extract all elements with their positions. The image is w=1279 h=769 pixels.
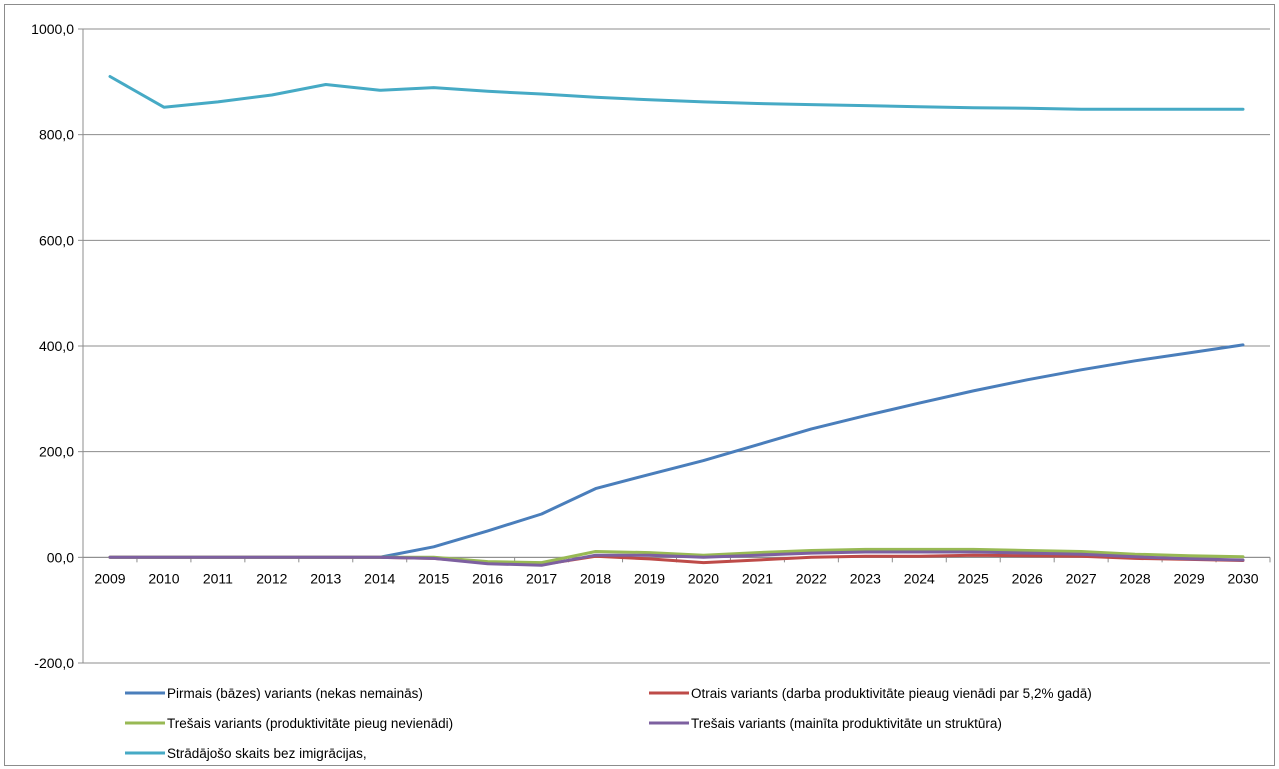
x-tick-label: 2024 — [904, 570, 935, 586]
gridlines — [83, 28, 1270, 664]
x-tick-label: 2026 — [1012, 570, 1043, 586]
y-tick-label: 400,0 — [39, 338, 74, 354]
y-tick-label: 600,0 — [39, 232, 74, 248]
legend-label: Strādājošo skaits bez imigrācijas, — [167, 746, 367, 761]
y-tick-label: 200,0 — [39, 444, 74, 460]
x-tick-label: 2012 — [256, 570, 287, 586]
legend: Pirmais (bāzes) variants (nekas nemainās… — [125, 686, 1092, 761]
legend-label: Trešais variants (mainīta produktivitāte… — [691, 716, 1002, 731]
y-tick-label: 1000,0 — [31, 21, 74, 37]
x-tick-label: 2028 — [1120, 570, 1151, 586]
legend-label: Pirmais (bāzes) variants (nekas nemainās… — [167, 686, 423, 701]
x-tick-label: 2019 — [634, 570, 665, 586]
series-line — [108, 75, 1245, 111]
x-tick-label: 2014 — [364, 570, 395, 586]
x-tick-label: 2023 — [850, 570, 881, 586]
series-line — [108, 343, 1245, 559]
y-tick-label: 00,0 — [47, 549, 74, 565]
x-tick-label: 2020 — [688, 570, 719, 586]
x-tick-label: 2025 — [958, 570, 989, 586]
x-tick-label: 2027 — [1066, 570, 1097, 586]
x-tick-label: 2030 — [1227, 570, 1258, 586]
line-chart: -200,0 00,0 200,0 400,0 600,0 800,0 1000,0 2009… — [31, 21, 1271, 761]
x-tick-label: 2029 — [1173, 570, 1204, 586]
x-tick-label: 2013 — [310, 570, 341, 586]
series-line — [108, 550, 1245, 567]
legend-label: Otrais variants (darba produktivitāte pi… — [691, 686, 1092, 701]
x-tick-label: 2010 — [148, 570, 179, 586]
x-tick-label: 2009 — [94, 570, 125, 586]
x-tick-label: 2015 — [418, 570, 449, 586]
x-tick-label: 2021 — [742, 570, 773, 586]
x-tick-label: 2016 — [472, 570, 503, 586]
series-lines — [108, 75, 1245, 567]
x-tick-label: 2018 — [580, 570, 611, 586]
x-tick-label: 2022 — [796, 570, 827, 586]
x-tick-label: 2011 — [203, 570, 233, 586]
x-tick-label: 2017 — [526, 570, 557, 586]
legend-label: Trešais variants (produktivitāte pieug n… — [167, 716, 453, 731]
axes: -200,0 00,0 200,0 400,0 600,0 800,0 1000,0 2009… — [31, 21, 1271, 671]
y-tick-label: 800,0 — [39, 127, 74, 143]
chart-frame: -200,0 00,0 200,0 400,0 600,0 800,0 1000,0 2009… — [4, 4, 1275, 766]
y-tick-label: -200,0 — [34, 655, 74, 671]
